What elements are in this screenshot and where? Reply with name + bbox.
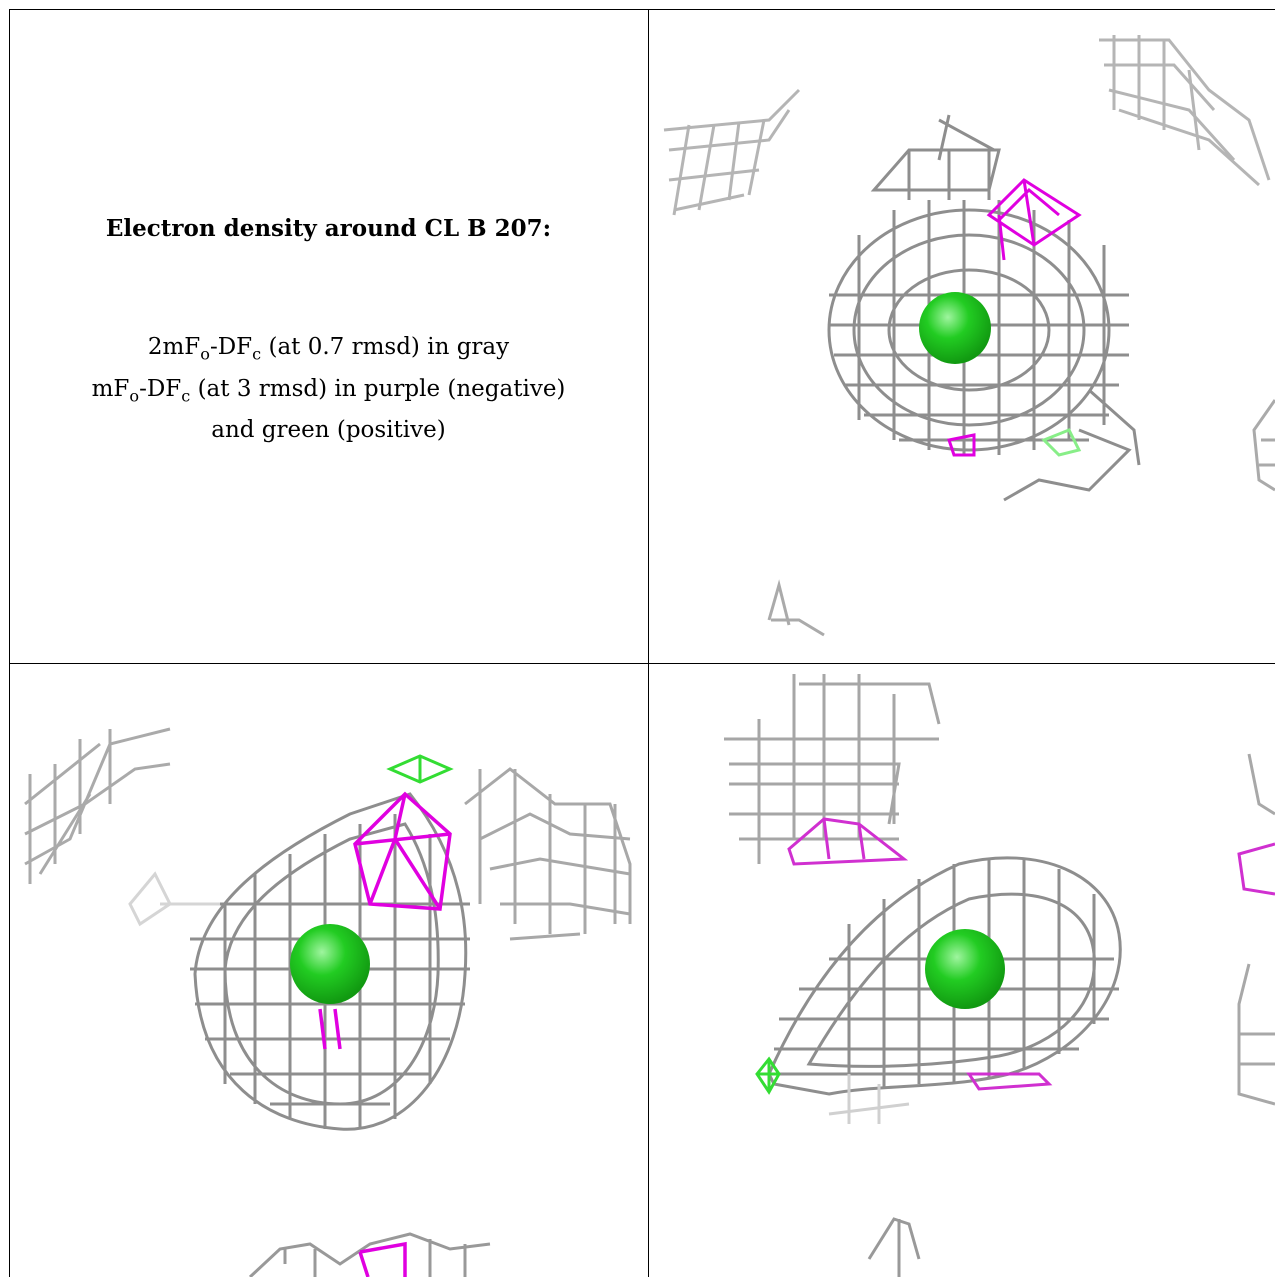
gray-mesh-fragment-bottom [248,1232,491,1277]
frame-middle-vertical [648,9,649,1277]
view-bottom-right [649,664,1275,1277]
figure-title: Electron density around CL B 207: [105,215,552,242]
view-top-right [649,10,1275,662]
gray-mesh-fragment-faint [128,871,220,927]
legend-line-2fo-fc: 2mFo-DFc (at 0.7 rmsd) in gray [147,334,510,364]
positive-density-green [386,754,454,784]
density-mesh-bottom-left [24,727,632,1277]
density-mesh-top-right [663,35,1275,637]
frame-left [9,9,10,1277]
gray-mesh-fragment-top-left [663,88,801,216]
gray-mesh-fragment-faint [828,1074,910,1124]
legend-line-colors: and green (positive) [211,417,446,444]
view-bottom-left [10,664,647,1277]
gray-mesh-fragment-top-right [1099,35,1271,187]
legend-line-fo-fc: mFo-DFc (at 3 rmsd) in purple (negative) [91,375,566,406]
positive-density-green [755,1056,781,1095]
chloride-atom-sphere [290,924,370,1004]
frame-middle-horizontal [10,663,1275,664]
caption-panel: Electron density around CL B 207: 2mFo-D… [10,10,647,662]
frame-top [10,9,1275,10]
gray-mesh-fragment-right-edge [1237,753,1275,1106]
positive-density-green [1041,428,1082,457]
gray-mesh-fragment-bottom [867,1217,921,1277]
chloride-atom-sphere [925,929,1005,1009]
gray-mesh-main [827,114,1141,502]
gray-mesh-fragment-left [24,727,171,884]
negative-density-purple [947,178,1082,457]
gray-mesh-fragment-right-edge [1252,399,1275,492]
negative-density-purple [318,791,452,1277]
gray-mesh-fragment-top [724,674,941,864]
gray-mesh-fragment-right [464,767,632,941]
negative-density-purple [787,817,1275,1091]
density-mesh-bottom-right [724,674,1275,1277]
chloride-atom-sphere [919,292,991,364]
gray-mesh-fragment-bottom [767,579,825,637]
map-legend: 2mFo-DFc (at 0.7 rmsd) in gray mFo-DFc (… [10,330,647,447]
